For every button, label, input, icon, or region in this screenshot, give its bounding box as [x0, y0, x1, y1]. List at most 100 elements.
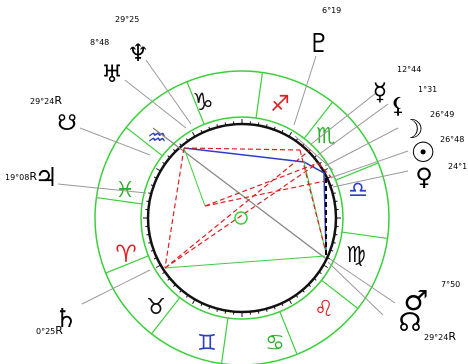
planet-sun-glyph: ☉: [410, 136, 435, 169]
planet-saturn-degree: 0°25R: [36, 324, 63, 337]
pointer-mars: [329, 258, 396, 304]
house-tick: [332, 241, 336, 244]
retrograde-marker: R: [29, 170, 37, 183]
house-tick: [273, 126, 276, 130]
house-tick: [330, 249, 334, 252]
house-tick: [192, 299, 196, 304]
planet-jupiter-degree-value: 19°08: [5, 173, 29, 182]
planet-moon-glyph: ☽: [400, 115, 423, 145]
sign-divider: [335, 162, 379, 181]
planet-south-node-degree-value: 29°24: [30, 97, 54, 106]
house-tick: [153, 257, 158, 260]
sign-cancer: ♋: [265, 331, 285, 356]
house-tick: [281, 129, 284, 134]
house-tick: [257, 310, 260, 314]
house-tick: [167, 278, 171, 281]
planet-north-node-degree: 29°24R: [424, 330, 456, 343]
house-tick: [295, 294, 299, 298]
sign-divider: [341, 231, 388, 240]
aspect-red: [183, 147, 301, 151]
axis-line: [294, 135, 334, 171]
sign-scorpio: ♏: [316, 124, 336, 149]
pointer-saturn: [81, 269, 151, 305]
house-tick: [146, 200, 150, 203]
sign-dividers: [96, 72, 388, 364]
house-tick: [330, 184, 334, 187]
planet-mercury-degree: 12°44: [397, 65, 421, 74]
house-tick: [323, 264, 328, 268]
pointer-moon: [324, 127, 399, 167]
house-tick: [318, 271, 322, 275]
planet-moon-degree: 26°49: [430, 110, 454, 119]
sign-capricorn: ♑: [192, 88, 214, 116]
sign-divider: [151, 297, 181, 335]
sign-aquarius: ♒: [147, 126, 167, 151]
sign-libra: ♎: [348, 178, 368, 203]
house-circle: [146, 122, 338, 314]
house-tick: [281, 302, 284, 307]
planet-saturn-glyph: ♄: [54, 304, 77, 334]
house-tick: [179, 143, 182, 147]
house-tick: [162, 271, 166, 275]
aspect-red: [164, 147, 185, 269]
pointer-pluto: [293, 55, 317, 126]
house-tick: [185, 294, 189, 298]
aspect-green: [164, 255, 326, 269]
house-tick: [334, 200, 338, 203]
aspect-red: [204, 162, 319, 207]
house-tick: [326, 176, 331, 179]
house-tick: [273, 306, 276, 310]
house-tick: [323, 168, 328, 172]
planet-venus-degree: 24°11: [448, 162, 468, 171]
sign-virgo: ♍: [346, 243, 366, 268]
house-tick: [334, 233, 338, 236]
sign-glyphs: ♒ ♑ ♐ ♏ ♎ ♍ ♌ ♋ ♊ ♉ ♈ ♓: [115, 88, 368, 356]
aspect-lines: [164, 147, 333, 269]
planet-venus-glyph: ♀: [415, 163, 433, 191]
planet-north-node-degree-value: 29°24: [424, 333, 448, 342]
house-tick: [224, 122, 227, 126]
planet-jupiter-glyph: ♃: [34, 163, 57, 193]
house-tick: [265, 124, 268, 128]
house-tick: [208, 126, 211, 130]
house-tick: [332, 192, 336, 195]
retrograde-marker: R: [448, 330, 456, 343]
house-tick: [156, 168, 161, 172]
sign-divider: [105, 255, 149, 274]
aspect-red: [299, 149, 327, 254]
house-tick: [295, 138, 299, 142]
planet-mars-glyph: ♂: [403, 284, 428, 317]
center-circle: [234, 211, 248, 225]
pointer-north-node: [327, 261, 384, 316]
retrograde-marker: R: [55, 324, 63, 337]
house-tick: [257, 122, 260, 126]
planet-neptune-degree: 29°25: [115, 15, 139, 24]
planet-lilith-degree: 1°31: [418, 85, 437, 94]
planet-pluto-degree: 6°19: [322, 6, 341, 15]
house-tick: [200, 129, 203, 134]
sign-divider: [303, 101, 333, 139]
house-tick: [179, 289, 182, 293]
planet-jupiter-degree: 19°08R: [5, 170, 37, 183]
pointer-uranus: [124, 79, 187, 129]
house-tick: [167, 155, 171, 158]
sign-divider: [186, 81, 205, 125]
house-tick: [265, 308, 268, 312]
aspect-red: [317, 162, 333, 179]
house-tick: [308, 284, 311, 287]
pointer-mercury: [309, 92, 377, 146]
planet-neptune-glyph: ♆: [127, 39, 149, 67]
planet-mercury-glyph: ☿: [373, 78, 388, 106]
house-tick: [148, 192, 152, 195]
planet-uranus-glyph: ♅: [101, 60, 123, 88]
house-tick: [313, 278, 317, 281]
planet-lilith-glyph: ⚸: [390, 94, 406, 119]
aspect-green: [183, 147, 206, 207]
sign-divider: [96, 196, 143, 205]
house-tick: [173, 149, 176, 152]
pointer-jupiter: [57, 183, 147, 194]
house-tick: [288, 132, 292, 137]
sign-divider: [279, 311, 298, 355]
pointer-neptune: [145, 59, 192, 125]
